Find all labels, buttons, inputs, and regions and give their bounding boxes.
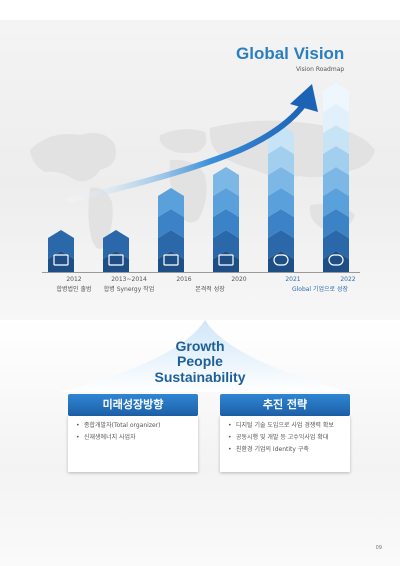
roadmap-bar-segment: [158, 209, 184, 238]
roadmap-bar-segment: [323, 209, 349, 238]
roadmap-bar-segment: [323, 167, 349, 196]
list-item: 친환경 기업의 Identity 구축: [228, 446, 342, 454]
bar-growth-icon: [163, 254, 179, 266]
milestone-year: 2021: [285, 276, 301, 283]
roadmap-bar-segment: [268, 209, 294, 238]
roadmap-bar-segment: [48, 230, 74, 259]
milestone-year: 2012: [66, 276, 82, 283]
milestone-year: 2013~2014: [111, 276, 147, 283]
roadmap-bar-segment: [268, 188, 294, 217]
roadmap-bar-segment: [158, 230, 184, 259]
milestone-year: 2020: [231, 276, 247, 283]
left-panel-title: 미래성장방향: [68, 394, 198, 416]
growth-triangle: [60, 320, 350, 392]
roadmap-bar-segment: [213, 230, 239, 259]
growth-arrow-head: [290, 84, 318, 112]
list-item: 디지털 기술 도입으로 사업 경쟁력 확보: [228, 422, 342, 430]
growth-arrow-line: [67, 100, 308, 203]
roadmap-bar-segment: [323, 104, 349, 133]
roadmap-bar-segment: [213, 167, 239, 196]
milestone-year: 2022: [340, 276, 356, 283]
list-item: 신재생에너지 사업자: [76, 434, 190, 442]
roadmap-bar-segment: [268, 230, 294, 259]
right-panel-title: 추진 전략: [220, 394, 350, 416]
milestone-desc: Global 기업으로 성장: [291, 286, 349, 293]
roadmap-bar-segment: [323, 188, 349, 217]
roadmap-bar-segment: [323, 251, 349, 272]
timeline-baseline: [42, 272, 360, 273]
right-panel: 디지털 기술 도입으로 사업 경쟁력 확보 공동시행 및 개발 등 고수익사업 …: [220, 416, 350, 472]
list-item: 종합개발자(Total organizer): [76, 422, 190, 430]
roadmap-bar-segment: [268, 251, 294, 272]
sustainability-word: Sustainability: [154, 369, 246, 385]
page-subtitle: Vision Roadmap: [296, 66, 345, 73]
document-stack-icon: [108, 254, 124, 266]
page-number: 09: [375, 545, 382, 551]
left-panel: 종합개발자(Total organizer) 신재생에너지 사업자: [68, 416, 198, 472]
roadmap-bar-segment: [268, 167, 294, 196]
roadmap-bar-segment: [323, 125, 349, 154]
growth-word: Growth: [175, 338, 225, 354]
roadmap-bar-segment: [213, 188, 239, 217]
milestone-desc: 본격적 성장: [195, 286, 225, 293]
roadmap-bar-segment: [103, 230, 129, 259]
roadmap-bar-segment: [323, 230, 349, 259]
handshake-icon: [53, 254, 69, 266]
roadmap-bar-segment: [158, 188, 184, 217]
people-word: People: [177, 353, 223, 369]
globe-network-icon: [273, 254, 289, 266]
milestone-year: 2016: [176, 276, 192, 283]
roadmap-bar-segment: [213, 209, 239, 238]
list-item: 공동시행 및 개발 등 고수익사업 확대: [228, 434, 342, 442]
roadmap-bar-segment: [323, 146, 349, 175]
milestone-desc: 합병 Synergy 작업: [103, 286, 155, 293]
milestone-desc: 합병법인 출범: [56, 286, 92, 293]
roadmap-chart: [48, 83, 349, 272]
roadmap-bar-segment: [323, 83, 349, 112]
bar-growth-icon: [218, 254, 234, 266]
roadmap-bar-segment: [268, 146, 294, 175]
page-title: Global Vision: [236, 44, 345, 63]
globe-network-icon: [328, 254, 344, 266]
